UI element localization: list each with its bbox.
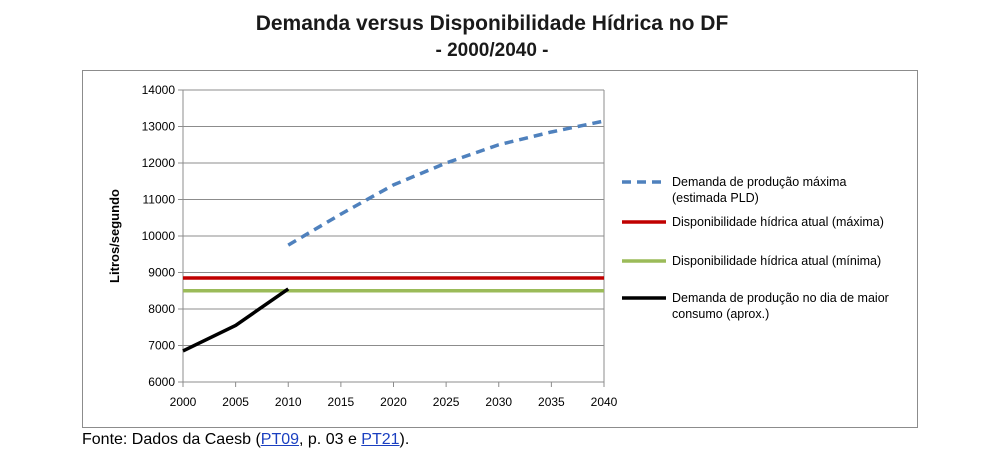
source-link-pt09[interactable]: PT09 [260, 431, 300, 448]
y-tick-label: 10000 [142, 229, 176, 243]
y-tick-label: 6000 [148, 375, 175, 389]
y-tick-label: 13000 [142, 120, 176, 134]
y-tick-label: 8000 [148, 302, 175, 316]
y-tick-label: 12000 [142, 156, 176, 170]
legend: Demanda de produção máxima (estimada PLD)… [622, 175, 889, 321]
chart-frame: 6000 7000 8000 9000 10000 11000 12000 13000 1400… [82, 70, 918, 428]
series-line-1 [287, 119, 605, 247]
legend-label-1: Demanda de produção máxima [672, 175, 846, 189]
y-tick-label: 14000 [142, 83, 176, 97]
source-prefix: Fonte: Dados da Caesb ( [82, 431, 261, 448]
x-tick-label: 2030 [485, 395, 512, 409]
axes [178, 89, 605, 387]
x-tick-labels: 2000 2005 2010 2015 2020 2025 2030 2035 2040 [170, 395, 618, 409]
source-link-pt21[interactable]: PT21 [361, 431, 400, 448]
y-tick-label: 11000 [143, 193, 176, 207]
y-tick-label: 7000 [148, 339, 175, 353]
x-tick-label: 2040 [591, 395, 618, 409]
series-lines [182, 119, 605, 353]
chart-title-line-1: Demanda versus Disponibilidade Hídrica n… [255, 12, 729, 35]
x-tick-label: 2015 [328, 395, 355, 409]
x-tick-label: 2000 [170, 395, 197, 409]
legend-label-4: Demanda de produção no dia de maior [672, 291, 889, 305]
legend-label-3: Disponibilidade hídrica atual (mínima) [672, 254, 881, 268]
x-tick-label: 2005 [222, 395, 249, 409]
x-tick-label: 2035 [538, 395, 565, 409]
line-chart: 6000 7000 8000 9000 10000 11000 12000 13000 1400… [107, 83, 889, 409]
source-suffix: ). [399, 431, 410, 448]
y-tick-labels: 6000 7000 8000 9000 10000 11000 12000 13000 1400… [142, 83, 176, 389]
grid-lines [183, 89, 604, 383]
source-middle: , p. 03 e [299, 431, 362, 448]
legend-label-1: (estimada PLD) [672, 191, 759, 205]
series-line-4 [182, 287, 290, 353]
chart-title-line-2: - 2000/2040 - [435, 40, 549, 61]
legend-label-4: consumo (aprox.) [672, 307, 769, 321]
x-tick-label: 2020 [380, 395, 407, 409]
y-axis-title: Litros/segundo [107, 189, 122, 283]
legend-label-2: Disponibilidade hídrica atual (máxima) [672, 215, 884, 229]
x-tick-label: 2010 [275, 395, 302, 409]
source-note: Fonte: Dados da Caesb (PT09, p. 03 e PT2… [82, 431, 409, 449]
x-tick-label: 2025 [433, 395, 460, 409]
y-tick-label: 9000 [148, 266, 175, 280]
